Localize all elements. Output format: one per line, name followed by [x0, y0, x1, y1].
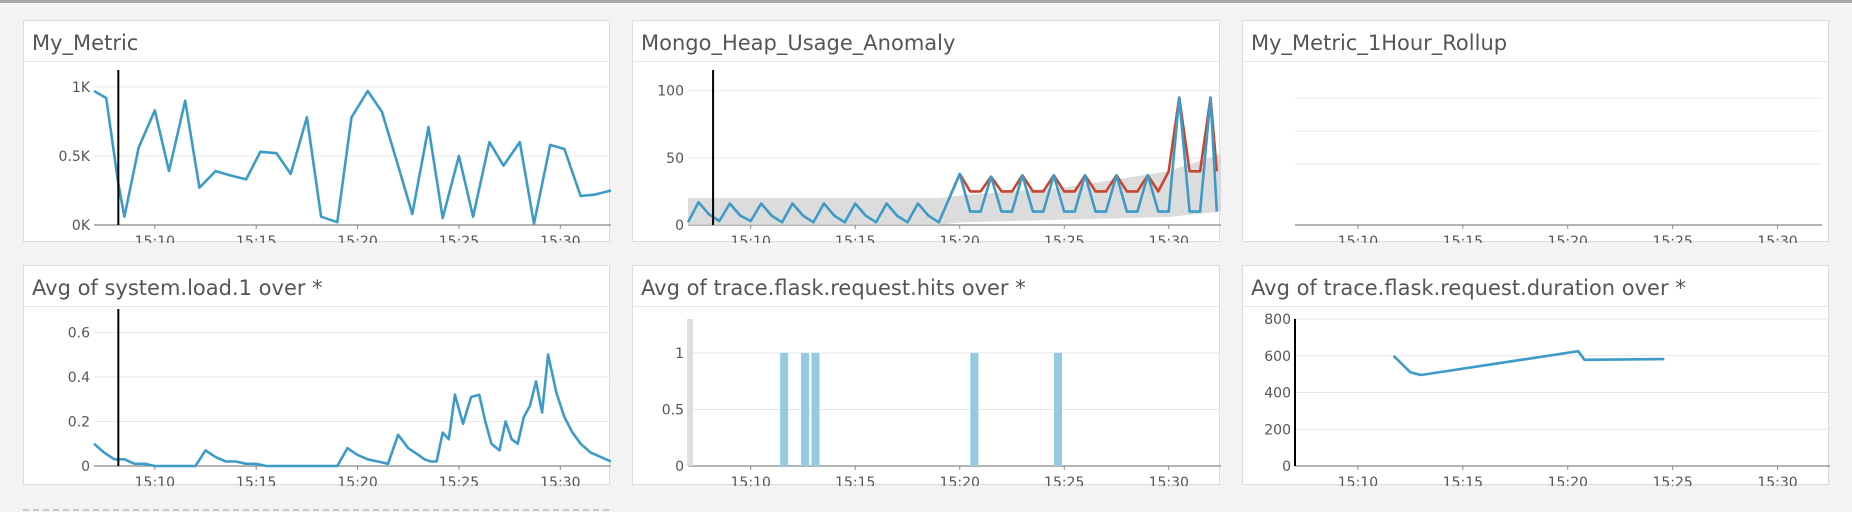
bar	[970, 352, 979, 466]
y-tick-label: 0.5	[662, 402, 684, 418]
widget-flask-request-hits[interactable]: Avg of trace.flask.request.hits over * 0…	[632, 265, 1221, 486]
x-tick-label: 15:15	[835, 234, 875, 243]
y-tick-label: 1K	[72, 80, 91, 96]
y-tick-label: 100	[657, 84, 684, 100]
widget-divider	[24, 61, 609, 62]
widget-flask-request-duration[interactable]: Avg of trace.flask.request.duration over…	[1242, 265, 1830, 486]
x-tick-label: 15:30	[540, 234, 580, 243]
x-tick-label: 15:30	[1757, 234, 1797, 243]
y-tick-label: 0.2	[68, 414, 90, 430]
widget-title: My_Metric_1Hour_Rollup	[1251, 31, 1508, 55]
y-tick-label: 200	[1264, 422, 1291, 438]
y-tick-label: 0K	[72, 218, 91, 234]
x-tick-label: 15:15	[1443, 234, 1483, 243]
bar	[811, 352, 820, 466]
widget-divider	[1243, 61, 1828, 62]
chart-area[interactable]: 0 0.2 0.4 0.6 15:10 15:15 15:20 15:25 15:30	[24, 307, 611, 486]
series-line	[93, 89, 611, 225]
widget-system-load-1[interactable]: Avg of system.load.1 over * 0 0.2 0.4 0.6 15…	[23, 265, 611, 486]
widget-divider	[1243, 306, 1828, 307]
x-tick-label: 15:15	[1443, 475, 1483, 486]
widget-my-metric[interactable]: My_Metric 0K 0.5K 1K 15:10 15:15 15:20 15:25 15…	[23, 20, 611, 243]
x-tick-label: 15:20	[940, 475, 980, 486]
top-border	[0, 0, 1852, 3]
bar	[801, 352, 810, 466]
x-tick-label: 15:25	[439, 234, 479, 243]
series-line	[686, 96, 1219, 224]
widget-title: Avg of trace.flask.request.duration over…	[1251, 276, 1686, 300]
y-tick-label: 0	[675, 459, 684, 475]
x-tick-label: 15:10	[135, 234, 175, 243]
x-tick-label: 15:15	[236, 475, 276, 486]
widget-divider	[633, 61, 1219, 62]
chart-area[interactable]: 0 200 400 600 800 15:10 15:15 15:20 15:25 15:30	[1243, 307, 1830, 486]
widget-title: Avg of trace.flask.request.hits over *	[641, 276, 1026, 300]
series-line	[93, 353, 611, 468]
x-tick-label: 15:30	[540, 475, 580, 486]
widget-divider	[633, 306, 1219, 307]
y-tick-label: 0	[1282, 459, 1291, 475]
x-tick-label: 15:25	[1652, 234, 1692, 243]
x-tick-label: 15:20	[940, 234, 980, 243]
x-tick-label: 15:10	[135, 475, 175, 486]
x-tick-label: 15:25	[1044, 475, 1084, 486]
series-line	[1392, 349, 1665, 377]
drop-zone-outline	[23, 509, 609, 511]
widget-title: My_Metric	[32, 31, 139, 55]
y-tick-label: 600	[1264, 349, 1291, 365]
chart-area[interactable]: 15:10 15:15 15:20 15:25 15:30	[1243, 62, 1830, 243]
x-tick-label: 15:30	[1149, 234, 1189, 243]
x-tick-label: 15:10	[1338, 234, 1378, 243]
bar	[1053, 352, 1062, 466]
y-tick-label: 0.4	[68, 370, 90, 386]
chart-area[interactable]: 0K 0.5K 1K 15:10 15:15 15:20 15:25 15:30	[24, 62, 611, 243]
widget-title: Mongo_Heap_Usage_Anomaly	[641, 31, 956, 55]
y-tick-label: 1	[675, 346, 684, 362]
bar	[780, 352, 789, 466]
chart-area[interactable]: 0 0.5 1 15:10 15:15 15:20 15:25 15:30	[633, 307, 1221, 486]
widget-mongo-heap-usage-anomaly[interactable]: Mongo_Heap_Usage_Anomaly 0 50 100 15:10 15:1…	[632, 20, 1221, 243]
widget-title: Avg of system.load.1 over *	[32, 276, 323, 300]
x-tick-label: 15:30	[1149, 475, 1189, 486]
anomaly-band	[688, 153, 1221, 225]
x-tick-label: 15:15	[236, 234, 276, 243]
y-tick-label: 0.5K	[59, 149, 91, 165]
widget-divider	[24, 306, 609, 307]
y-tick-label: 800	[1264, 312, 1291, 328]
y-tick-label: 0	[675, 218, 684, 234]
x-tick-label: 15:20	[1548, 234, 1588, 243]
edge-bar	[687, 319, 694, 466]
x-tick-label: 15:25	[1044, 234, 1084, 243]
y-tick-label: 50	[666, 151, 684, 167]
x-tick-label: 15:25	[439, 475, 479, 486]
x-tick-label: 15:15	[835, 475, 875, 486]
x-tick-label: 15:10	[1338, 475, 1378, 486]
x-tick-label: 15:25	[1652, 475, 1692, 486]
x-tick-label: 15:20	[337, 234, 377, 243]
x-tick-label: 15:30	[1757, 475, 1797, 486]
y-tick-label: 0	[81, 459, 90, 475]
x-tick-label: 15:10	[731, 234, 771, 243]
x-tick-label: 15:20	[1548, 475, 1588, 486]
x-tick-label: 15:20	[337, 475, 377, 486]
chart-area[interactable]: 0 50 100 15:10 15:15 15:20 15:25 15:30	[633, 62, 1221, 243]
widget-my-metric-1hour-rollup[interactable]: My_Metric_1Hour_Rollup 15:10 15:15 15:20 15…	[1242, 20, 1830, 243]
y-tick-label: 400	[1264, 386, 1291, 402]
x-tick-label: 15:10	[731, 475, 771, 486]
y-tick-label: 0.6	[68, 325, 90, 341]
